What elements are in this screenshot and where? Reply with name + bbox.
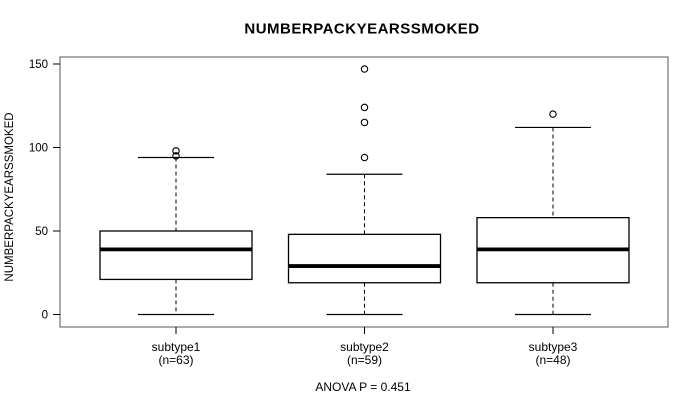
- x-tick-label-count: (n=59): [347, 353, 382, 367]
- x-tick-label-category: subtype1: [152, 340, 201, 354]
- x-tick-label-count: (n=48): [535, 353, 570, 367]
- outlier-point: [172, 152, 180, 160]
- anova-p-annotation: ANOVA P = 0.451: [315, 380, 411, 394]
- iqr-box-subtype2: [287, 233, 442, 284]
- outlier-point: [549, 110, 557, 118]
- x-tick-label-category: subtype2: [340, 340, 389, 354]
- iqr-box-subtype1: [99, 230, 253, 281]
- y-tick-label: 100: [29, 143, 48, 155]
- outlier-point: [360, 103, 369, 112]
- y-tick-label: 50: [35, 226, 48, 238]
- chart-title: NUMBERPACKYEARSSMOKED: [244, 20, 480, 38]
- x-tick-label-category: subtype3: [529, 340, 578, 354]
- outlier-point: [360, 65, 369, 73]
- outlier-point: [360, 118, 369, 127]
- y-tick-label: 150: [29, 59, 48, 71]
- y-tick-label: 0: [42, 310, 48, 322]
- outlier-point: [172, 147, 180, 155]
- outlier-point: [360, 153, 369, 162]
- x-tick-label-count: (n=63): [158, 353, 193, 367]
